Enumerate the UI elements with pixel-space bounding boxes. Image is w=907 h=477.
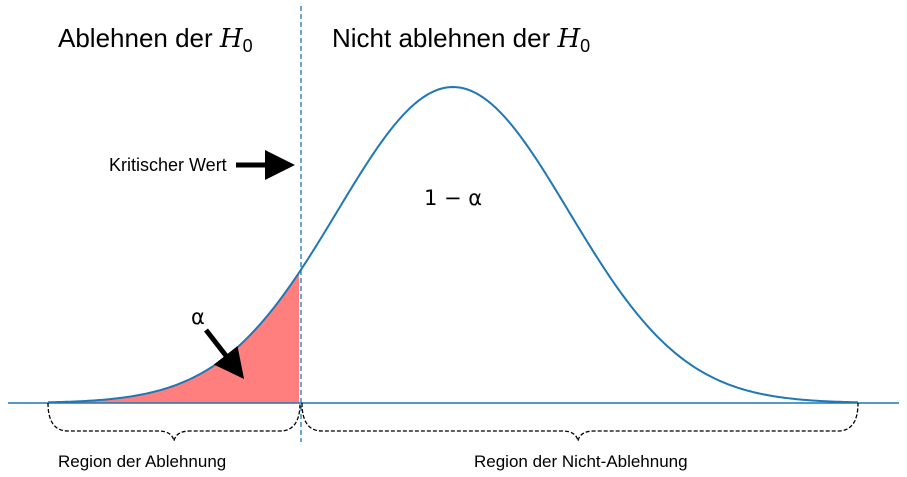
density-curve: [47, 85, 859, 404]
non-rejection-region-label: Region der Nicht-Ablehnung: [474, 452, 688, 471]
alpha-arrow: [204, 328, 245, 379]
one-minus-alpha-label: 1 − α: [424, 186, 482, 210]
critical-value-label: Kritischer Wert: [109, 155, 227, 175]
rejection-area: [48, 272, 300, 403]
non-rejection-region-brace: [301, 402, 859, 442]
alpha-label: α: [191, 305, 205, 329]
reject-h0-label: Ablehnen der H0: [58, 23, 253, 56]
not-reject-h0-label: Nicht ablehnen der H0: [332, 23, 590, 56]
rejection-region-label: Region der Ablehnung: [58, 452, 226, 471]
rejection-region-brace: [47, 402, 301, 442]
